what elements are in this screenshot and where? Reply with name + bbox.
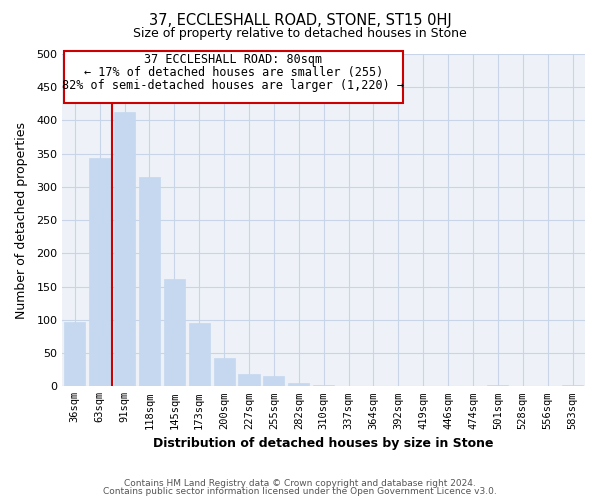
Bar	[64, 50, 403, 102]
Text: 82% of semi-detached houses are larger (1,220) →: 82% of semi-detached houses are larger (…	[62, 78, 404, 92]
Bar	[89, 158, 110, 386]
Text: 37 ECCLESHALL ROAD: 80sqm: 37 ECCLESHALL ROAD: 80sqm	[145, 54, 322, 66]
Bar	[238, 374, 260, 386]
Bar	[487, 385, 508, 386]
Bar	[139, 177, 160, 386]
Bar	[188, 323, 210, 386]
Bar	[164, 278, 185, 386]
Y-axis label: Number of detached properties: Number of detached properties	[15, 122, 28, 318]
Bar	[288, 383, 310, 386]
Text: Contains HM Land Registry data © Crown copyright and database right 2024.: Contains HM Land Registry data © Crown c…	[124, 478, 476, 488]
Text: Size of property relative to detached houses in Stone: Size of property relative to detached ho…	[133, 28, 467, 40]
Text: 37, ECCLESHALL ROAD, STONE, ST15 0HJ: 37, ECCLESHALL ROAD, STONE, ST15 0HJ	[149, 12, 451, 28]
Bar	[263, 376, 284, 386]
Bar	[64, 322, 85, 386]
X-axis label: Distribution of detached houses by size in Stone: Distribution of detached houses by size …	[154, 437, 494, 450]
Bar	[114, 112, 135, 386]
Bar	[313, 385, 334, 386]
Text: Contains public sector information licensed under the Open Government Licence v3: Contains public sector information licen…	[103, 487, 497, 496]
Bar	[562, 385, 583, 386]
Bar	[214, 358, 235, 386]
Text: ← 17% of detached houses are smaller (255): ← 17% of detached houses are smaller (25…	[84, 66, 383, 79]
